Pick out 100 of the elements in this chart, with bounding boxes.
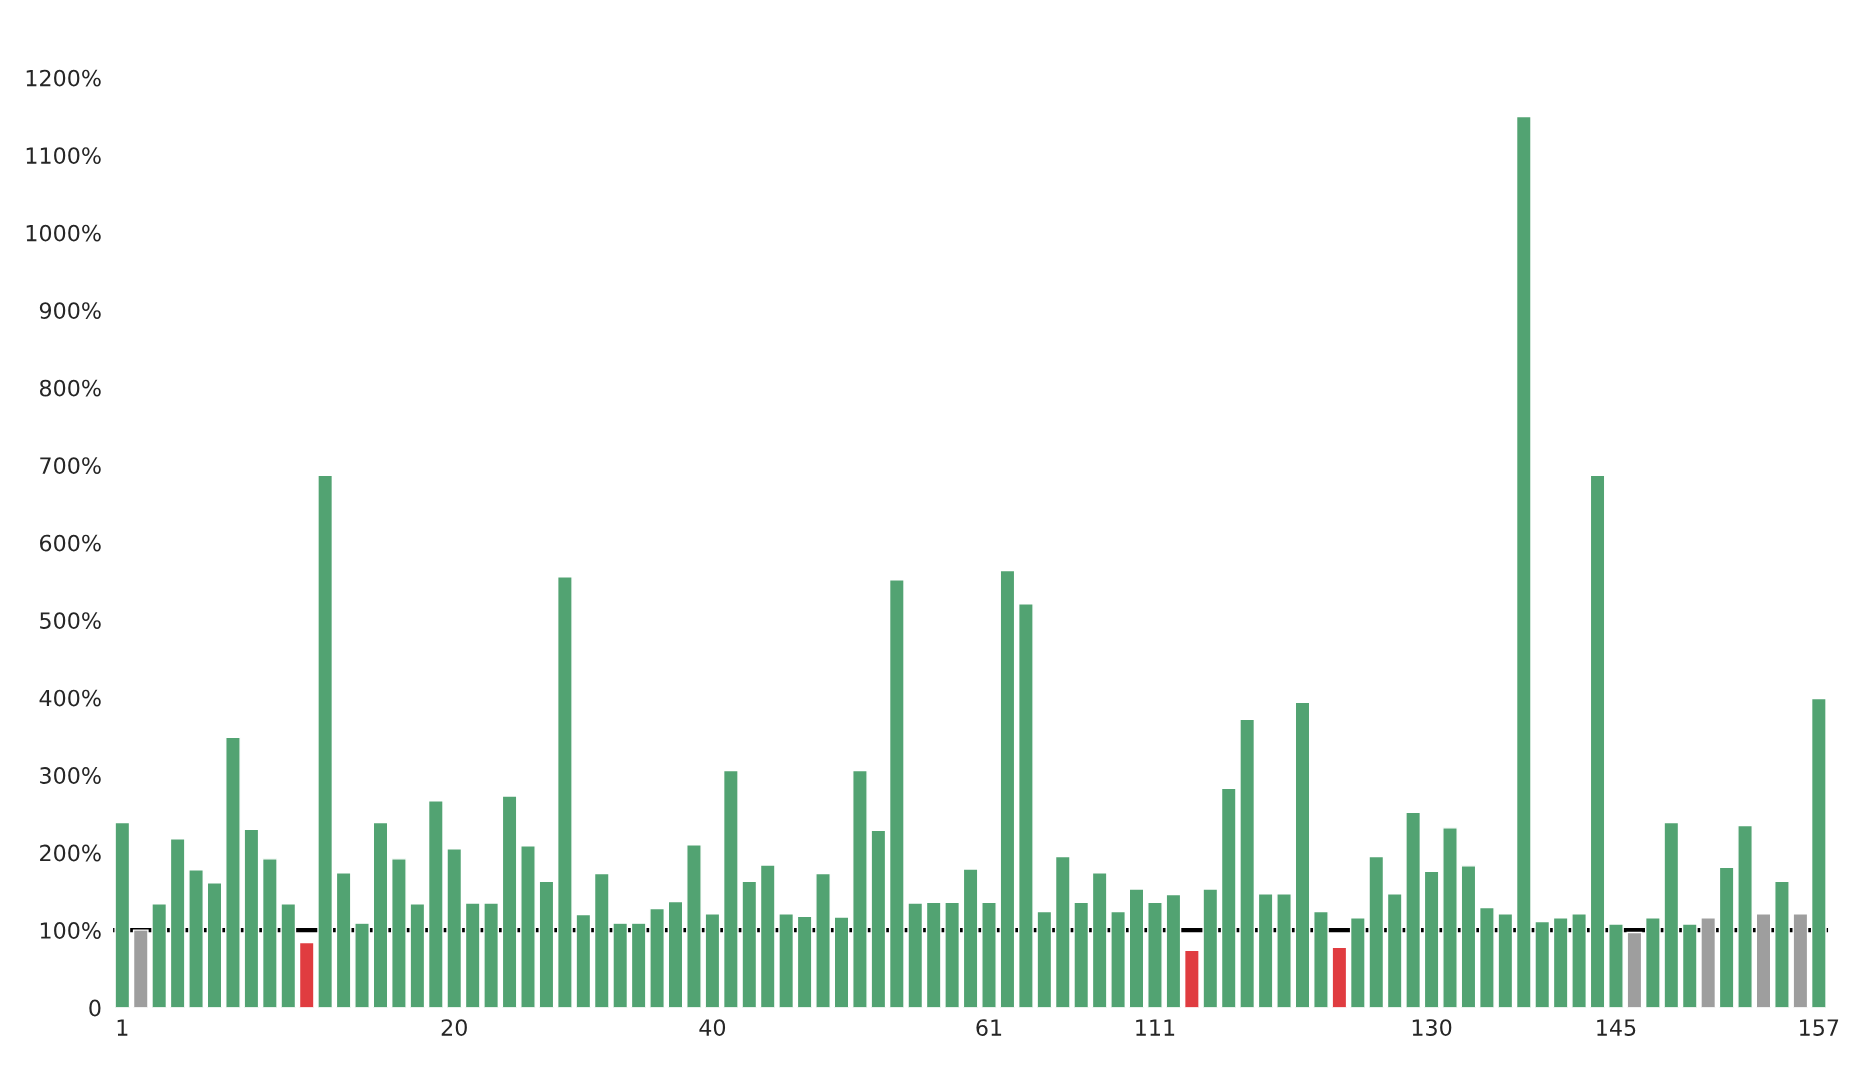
bar bbox=[169, 838, 186, 1008]
bar bbox=[1571, 913, 1587, 1008]
bar bbox=[1128, 888, 1145, 1008]
x-tick-label: 145 bbox=[1597, 1019, 1636, 1036]
y-tick-label: 400% bbox=[39, 689, 101, 707]
bar bbox=[1405, 811, 1422, 1008]
bar bbox=[520, 844, 536, 1008]
bar bbox=[1644, 917, 1661, 1008]
y-tick-label: 100% bbox=[40, 922, 101, 939]
bar bbox=[427, 800, 444, 1008]
bar bbox=[317, 474, 334, 1008]
bar bbox=[1718, 866, 1735, 1008]
y-tick-label: 300% bbox=[40, 767, 101, 784]
bar bbox=[649, 907, 665, 1008]
y-tick-label: 200% bbox=[40, 844, 101, 862]
bar bbox=[298, 941, 315, 1008]
bar bbox=[1110, 910, 1126, 1008]
bar bbox=[1810, 697, 1827, 1008]
x-tick-label: 1 bbox=[117, 1019, 128, 1036]
bar bbox=[888, 579, 905, 1008]
bar bbox=[925, 901, 942, 1008]
y-tick-label: 900% bbox=[39, 302, 101, 319]
bar bbox=[1515, 115, 1532, 1008]
bar bbox=[704, 913, 721, 1008]
bar bbox=[446, 848, 463, 1008]
bar bbox=[1552, 917, 1569, 1008]
bar bbox=[1147, 901, 1163, 1008]
bar bbox=[612, 922, 629, 1008]
y-tick-label: 1100% bbox=[26, 147, 101, 165]
bar bbox=[759, 864, 776, 1008]
bar bbox=[1386, 893, 1403, 1008]
bar bbox=[556, 576, 573, 1008]
bar bbox=[280, 903, 297, 1008]
bar bbox=[1257, 893, 1274, 1008]
bar bbox=[1700, 917, 1717, 1008]
bar bbox=[132, 929, 149, 1008]
bar bbox=[741, 880, 758, 1008]
bar bbox=[391, 858, 407, 1008]
bar bbox=[1018, 603, 1034, 1008]
bar bbox=[225, 736, 241, 1008]
bar bbox=[815, 872, 831, 1008]
bar bbox=[1608, 923, 1624, 1008]
bar bbox=[999, 569, 1016, 1008]
y-tick-label: 700% bbox=[40, 457, 101, 474]
bar bbox=[354, 922, 370, 1008]
bar bbox=[1313, 910, 1329, 1008]
y-tick-label: 600% bbox=[40, 534, 101, 552]
y-tick-label: 0 bbox=[89, 999, 101, 1017]
bar bbox=[1294, 701, 1311, 1008]
bar bbox=[409, 903, 426, 1008]
bar bbox=[1183, 949, 1200, 1008]
bar bbox=[1534, 920, 1551, 1008]
bar bbox=[944, 901, 961, 1008]
bar bbox=[1589, 474, 1606, 1008]
bar bbox=[538, 880, 555, 1008]
bar bbox=[243, 828, 260, 1008]
bar bbox=[483, 902, 500, 1008]
bar bbox=[1036, 910, 1053, 1008]
bar bbox=[1737, 824, 1753, 1008]
bar bbox=[778, 913, 795, 1008]
bar bbox=[1091, 872, 1108, 1008]
bar bbox=[1202, 888, 1219, 1008]
bar bbox=[630, 922, 647, 1008]
bar bbox=[1626, 931, 1643, 1008]
bar bbox=[335, 872, 352, 1008]
bar bbox=[1368, 855, 1385, 1008]
x-tick-label: 40 bbox=[699, 1019, 726, 1036]
bar bbox=[1165, 893, 1182, 1008]
bar bbox=[188, 869, 204, 1008]
x-tick-label: 130 bbox=[1412, 1019, 1452, 1036]
x-tick-label: 20 bbox=[441, 1019, 467, 1036]
bar bbox=[464, 902, 481, 1008]
bar bbox=[796, 915, 813, 1008]
bar bbox=[151, 903, 168, 1008]
bar bbox=[981, 901, 997, 1008]
bar bbox=[1663, 821, 1680, 1008]
bar bbox=[1681, 923, 1698, 1008]
bar bbox=[372, 821, 389, 1008]
bar bbox=[1276, 893, 1292, 1008]
bar bbox=[1349, 917, 1366, 1008]
bar bbox=[686, 844, 702, 1008]
bar bbox=[1054, 855, 1071, 1008]
bar bbox=[1755, 913, 1772, 1008]
bar bbox=[575, 913, 592, 1008]
bar bbox=[1331, 946, 1348, 1008]
x-tick-label: 61 bbox=[976, 1019, 1002, 1036]
bar bbox=[722, 769, 739, 1008]
bar bbox=[501, 795, 518, 1008]
bar bbox=[852, 769, 868, 1008]
bar bbox=[833, 916, 850, 1008]
y-tick-label: 1000% bbox=[26, 224, 101, 242]
x-tick-label: 111 bbox=[1136, 1019, 1175, 1036]
bar bbox=[1423, 870, 1440, 1008]
bar bbox=[1073, 901, 1090, 1008]
bar bbox=[1460, 865, 1477, 1008]
bar bbox=[1792, 913, 1809, 1008]
bar bbox=[1497, 913, 1514, 1008]
y-tick-label: 800% bbox=[39, 379, 101, 397]
bar bbox=[962, 868, 979, 1008]
y-tick-label: 500% bbox=[40, 612, 101, 629]
